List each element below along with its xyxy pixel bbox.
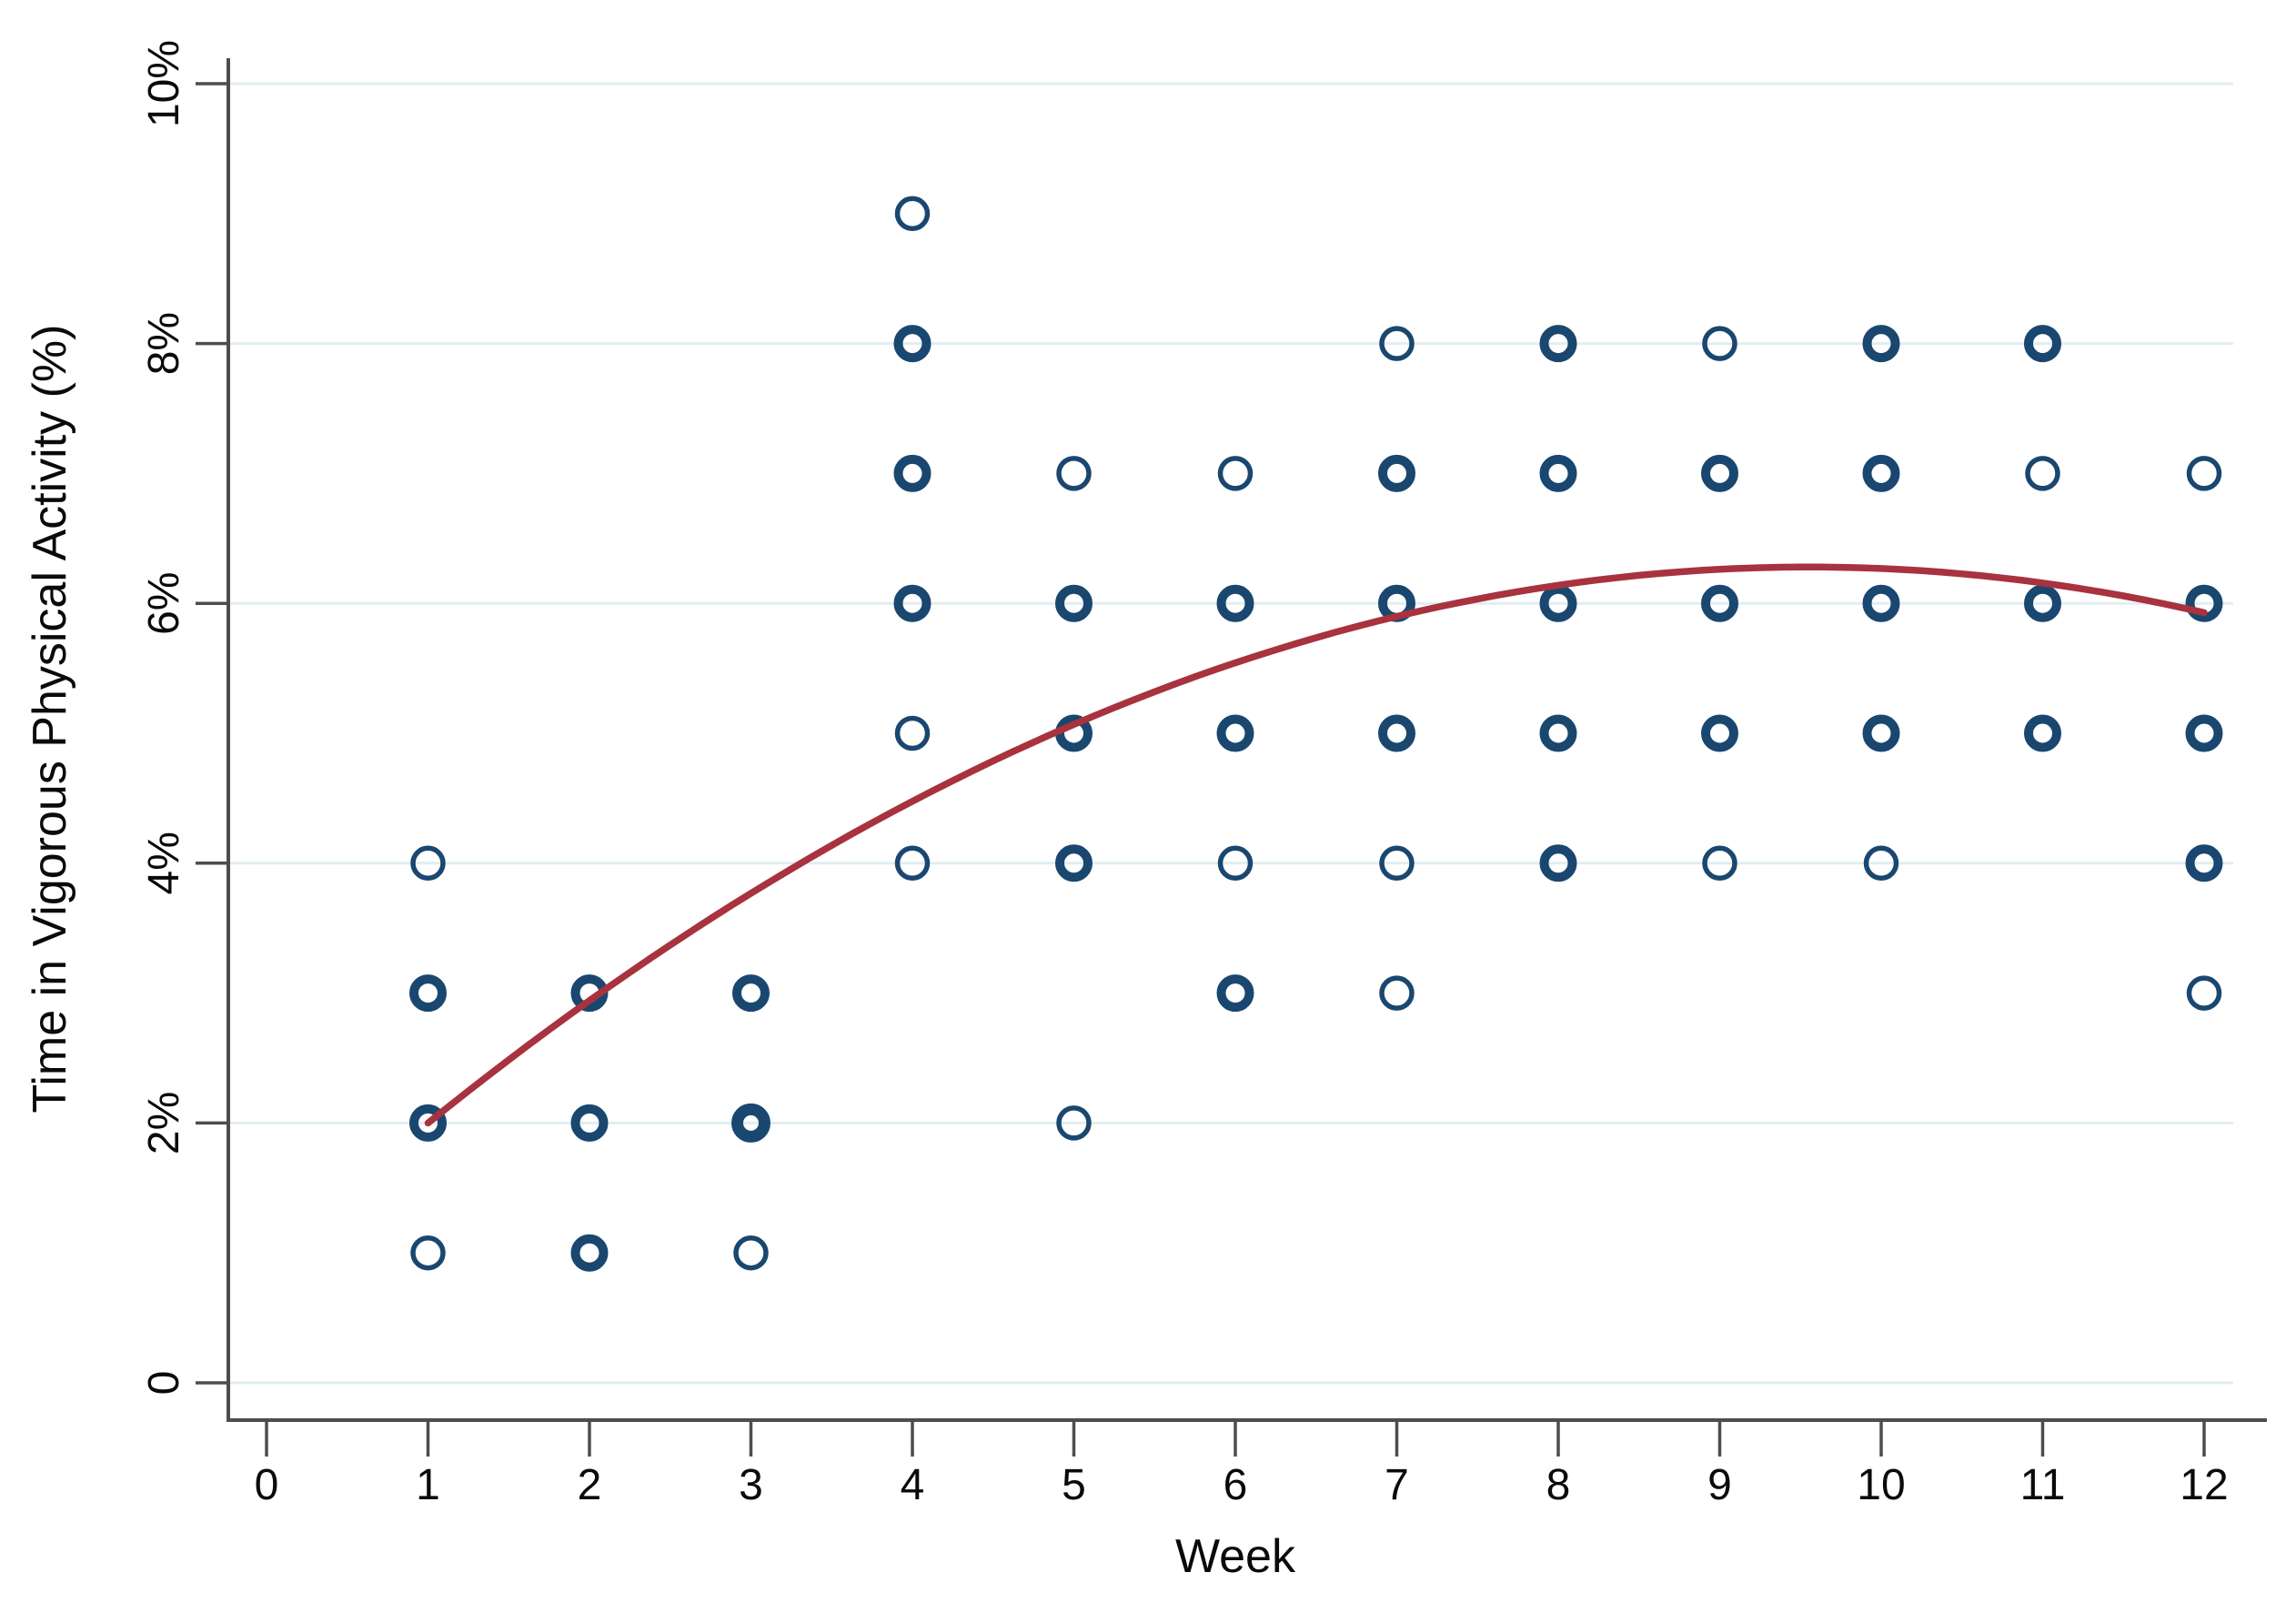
y-axis-title: Time in Vigorous Physical Activity (%) <box>24 325 76 1114</box>
data-point <box>1056 1105 1092 1141</box>
data-point <box>893 454 931 492</box>
data-point <box>1702 845 1737 882</box>
data-point <box>410 1235 446 1271</box>
x-tick-label: 1 <box>416 1461 440 1509</box>
data-point <box>2024 714 2061 752</box>
y-tick-label: 8% <box>140 312 188 375</box>
data-point <box>1701 454 1738 492</box>
tick-labels: 02%4%6%8%10%0 1 2 3 4 5 6 7 8 9 10 11 12 <box>140 40 2229 1509</box>
axes <box>196 58 2267 1457</box>
data-point <box>2185 844 2223 882</box>
gridlines <box>230 82 2233 1385</box>
data-point <box>2186 975 2222 1011</box>
data-point <box>894 715 931 751</box>
y-tick-label: 0 <box>140 1371 188 1396</box>
x-tick-label: 12 <box>2180 1461 2228 1509</box>
scatter-points <box>409 196 2223 1272</box>
x-tick-label: 10 <box>1857 1461 1905 1509</box>
data-point <box>1379 845 1415 882</box>
data-point <box>570 1234 609 1272</box>
trend-line <box>424 563 2208 1127</box>
data-point <box>1378 454 1415 492</box>
data-point <box>1539 454 1577 492</box>
data-point <box>1216 584 1254 622</box>
x-tick-label: 3 <box>739 1461 763 1509</box>
data-point <box>1216 714 1254 752</box>
data-point <box>732 974 770 1013</box>
data-point <box>410 845 446 882</box>
data-point <box>1055 844 1093 882</box>
data-point <box>2186 456 2222 491</box>
data-point <box>1378 714 1415 752</box>
x-tick-label: 6 <box>1224 1461 1248 1509</box>
data-point <box>1862 714 1900 752</box>
data-point <box>1055 584 1093 622</box>
x-tick-label: 7 <box>1385 1461 1409 1509</box>
x-tick-label: 11 <box>2020 1461 2066 1509</box>
data-point <box>2024 584 2061 622</box>
x-tick-label: 4 <box>901 1461 925 1509</box>
trend-line-layer <box>424 563 2208 1127</box>
x-tick-label: 8 <box>1546 1461 1571 1509</box>
data-point <box>893 584 931 622</box>
data-point <box>1379 975 1415 1011</box>
data-point <box>1216 974 1254 1013</box>
y-tick-label: 10% <box>140 40 188 127</box>
y-tick-label: 2% <box>140 1092 188 1154</box>
data-point <box>2185 714 2223 752</box>
data-point <box>1862 584 1900 622</box>
data-point <box>1863 845 1899 882</box>
data-point <box>1862 325 1900 363</box>
data-point <box>893 325 931 363</box>
data-point <box>1056 456 1092 491</box>
data-point <box>1217 456 1254 491</box>
data-point <box>1702 326 1737 361</box>
x-axis-title: Week <box>1175 1530 1296 1583</box>
data-point <box>894 845 931 882</box>
data-point <box>731 1103 770 1143</box>
data-point <box>1539 844 1577 882</box>
data-point <box>570 1104 609 1142</box>
data-point <box>1539 584 1577 622</box>
data-point <box>2185 584 2223 622</box>
data-point <box>409 974 447 1013</box>
data-point <box>1379 326 1415 361</box>
data-point <box>1862 454 1900 492</box>
y-tick-label: 6% <box>140 572 188 635</box>
data-point <box>2025 456 2060 491</box>
x-tick-label: 9 <box>1707 1461 1732 1509</box>
x-tick-label: 2 <box>578 1461 602 1509</box>
data-point <box>1701 714 1738 752</box>
data-point <box>409 1104 447 1142</box>
data-point <box>2024 325 2061 363</box>
data-point <box>894 196 931 232</box>
data-point <box>1539 325 1577 363</box>
x-tick-label: 5 <box>1062 1461 1086 1509</box>
y-tick-label: 4% <box>140 832 188 894</box>
data-point <box>733 1235 769 1271</box>
data-point <box>1539 714 1577 752</box>
data-point <box>1701 584 1738 622</box>
x-tick-label: 0 <box>255 1461 279 1509</box>
data-point <box>1217 845 1254 882</box>
